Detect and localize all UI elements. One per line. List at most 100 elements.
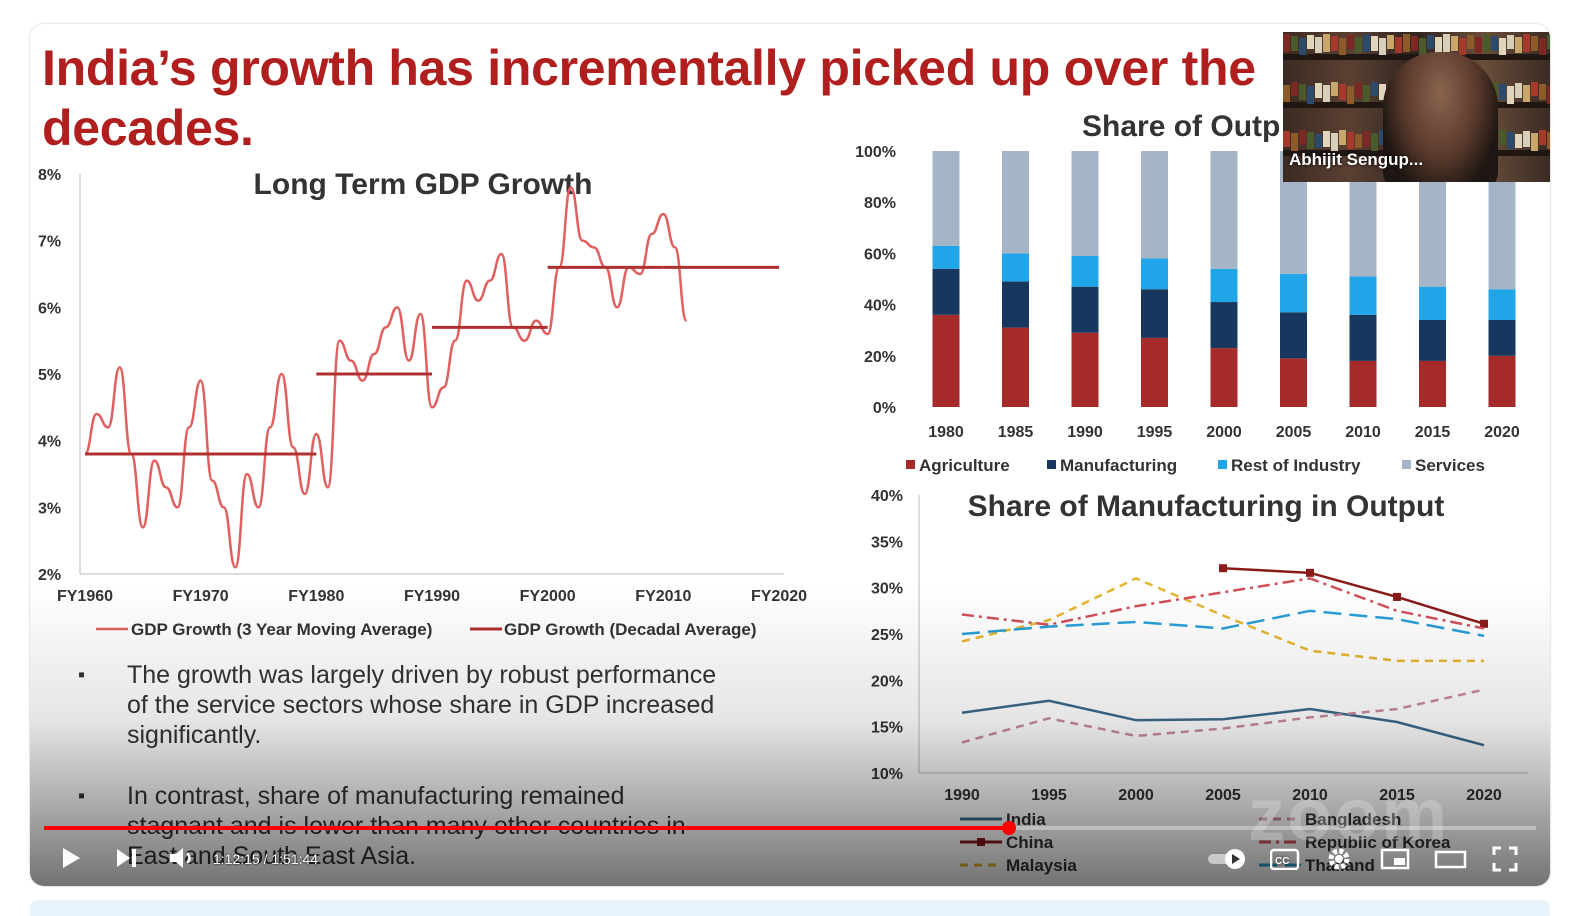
output-bar-segment (1488, 319, 1516, 356)
play-button[interactable] (60, 846, 82, 874)
fullscreen-icon (1492, 846, 1518, 872)
book (1523, 85, 1530, 102)
book (1363, 34, 1370, 52)
output-bar-segment (1349, 360, 1377, 407)
output-x-tick-label: 2015 (1415, 424, 1451, 441)
book (1371, 36, 1378, 51)
mfg-x-tick-label: 1990 (944, 787, 980, 804)
book (1379, 84, 1386, 100)
mfg-series-marker (1219, 564, 1227, 573)
book (1411, 36, 1418, 51)
mfg-y-tick-label: 25% (871, 627, 903, 644)
book (1531, 36, 1538, 51)
book (1315, 37, 1322, 53)
next-icon (117, 849, 136, 867)
autoplay-toggle-icon (1208, 849, 1245, 869)
mfg-legend-label: China (1006, 833, 1054, 852)
book (1283, 131, 1290, 147)
book (1403, 34, 1410, 52)
captions-icon: CC (1269, 848, 1300, 871)
mfg-y-tick-label: 10% (871, 766, 903, 783)
theater-mode-button[interactable] (1434, 847, 1468, 875)
next-button[interactable] (114, 846, 140, 874)
output-bar-segment (1071, 286, 1099, 333)
output-bar-segment (1071, 255, 1099, 287)
participant-name: Abhijit Sengup... (1289, 150, 1424, 169)
output-bar-segment (1071, 332, 1099, 407)
book (1515, 83, 1522, 98)
progress-scrubber-handle[interactable] (1001, 821, 1016, 835)
output-x-tick-label: 1980 (928, 424, 964, 441)
book (1291, 133, 1298, 151)
captions-button[interactable]: CC (1269, 848, 1300, 874)
mfg-x-tick-label: 1995 (1031, 787, 1067, 804)
book (1323, 131, 1330, 147)
output-bar-segment (1210, 348, 1238, 407)
mfg-x-tick-label: 2000 (1118, 787, 1154, 804)
output-bar-segment (932, 314, 960, 407)
settings-button[interactable] (1326, 846, 1352, 876)
miniplayer-button[interactable] (1380, 847, 1410, 875)
mfg-y-tick-label: 20% (871, 673, 903, 690)
book (1291, 82, 1298, 96)
settings-gear-icon (1328, 848, 1350, 870)
output-bar-segment (1002, 327, 1029, 407)
book (1475, 37, 1482, 53)
volume-button[interactable] (168, 846, 198, 874)
progress-played (44, 826, 1009, 830)
book (1387, 35, 1394, 49)
book (1339, 84, 1346, 100)
mfg-legend-label: Malaysia (1006, 856, 1077, 875)
book (1531, 133, 1538, 151)
output-bar-segment (1419, 286, 1446, 320)
participant-video (1383, 52, 1498, 182)
mfg-y-tick-label: 30% (871, 581, 903, 598)
output-bar-segment (1349, 314, 1377, 361)
gdp-moving-average-line (83, 186, 688, 569)
book (1347, 86, 1354, 104)
output-bar-segment (1210, 302, 1238, 349)
book (1427, 35, 1434, 49)
gdp-y-tick-label: 6% (38, 300, 61, 317)
book (1507, 132, 1514, 149)
book (1499, 84, 1506, 100)
book (1283, 85, 1290, 102)
video-player[interactable]: India’s growth has incrementally picked … (30, 24, 1550, 886)
autoplay-toggle[interactable] (1206, 848, 1250, 874)
zoom-watermark: zoom (1248, 773, 1450, 856)
book (1539, 84, 1546, 100)
book (1299, 38, 1306, 55)
output-bar-segment (1349, 276, 1377, 315)
book (1315, 134, 1322, 148)
book (1371, 133, 1378, 151)
output-legend-swatch (906, 460, 915, 469)
book (1331, 82, 1338, 96)
book (1355, 83, 1362, 98)
mfg-chart-title: Share of Manufacturing in Output (968, 490, 1445, 523)
book (1299, 130, 1306, 145)
book (1379, 130, 1386, 145)
output-y-tick-label: 0% (873, 400, 896, 417)
book (1539, 38, 1546, 55)
book (1355, 37, 1362, 53)
time-display: 1:12:15 / 1:51:44 (213, 851, 319, 867)
output-y-tick-label: 100% (855, 144, 896, 161)
miniplayer-icon (1380, 848, 1410, 870)
book (1523, 131, 1530, 147)
output-bar-segment (1419, 319, 1446, 361)
gdp-y-tick-label: 4% (38, 434, 61, 451)
output-bar-segment (932, 268, 960, 315)
book (1339, 38, 1346, 55)
output-bar-segment (932, 151, 960, 246)
book (1299, 84, 1306, 100)
output-bar-segment (1280, 273, 1307, 313)
book (1507, 35, 1514, 49)
fullscreen-button[interactable] (1492, 846, 1518, 876)
book (1315, 83, 1322, 98)
progress-bar[interactable] (44, 821, 1536, 835)
book (1395, 37, 1402, 53)
output-legend-swatch (1218, 460, 1227, 469)
bullet-marker-icon: ▪ (78, 785, 86, 807)
bullet-text: The growth was largely driven by robust … (127, 661, 717, 749)
output-bar-segment (1141, 258, 1168, 290)
